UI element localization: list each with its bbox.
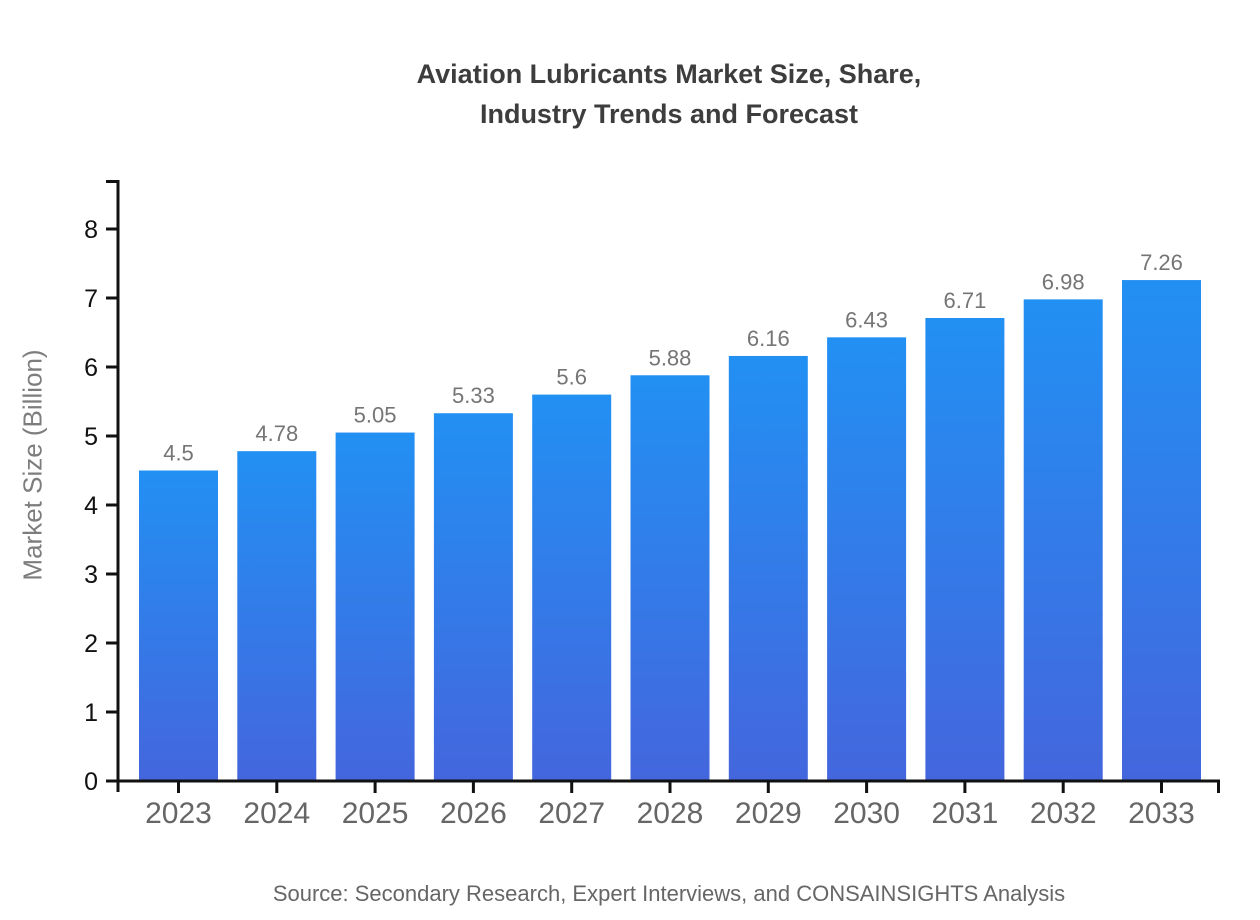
chart-title-line1: Aviation Lubricants Market Size, Share, — [416, 59, 922, 89]
y-tick-label: 1 — [84, 699, 98, 727]
y-tick-label: 5 — [84, 423, 98, 451]
chart-title: Aviation Lubricants Market Size, Share, … — [118, 54, 1220, 134]
bar-2028 — [630, 375, 710, 781]
bar-value-label: 7.26 — [1140, 250, 1183, 275]
bar-2032 — [1023, 299, 1103, 781]
x-tick-label: 2023 — [145, 797, 212, 830]
bar-value-label: 5.05 — [354, 403, 397, 428]
bar-2025 — [335, 432, 415, 781]
bar-2023 — [139, 470, 218, 781]
x-tick-label: 2025 — [342, 797, 409, 830]
y-tick-label: 0 — [84, 768, 98, 796]
bar-2027 — [532, 394, 612, 781]
x-tick-label: 2027 — [538, 797, 605, 830]
bar-value-label: 5.33 — [452, 383, 495, 408]
bar-value-label: 6.71 — [943, 288, 986, 313]
x-tick-label: 2029 — [735, 797, 802, 830]
x-tick-label: 2030 — [833, 797, 900, 830]
x-tick-label: 2033 — [1128, 797, 1195, 830]
bar-2024 — [237, 451, 317, 781]
x-tick-label: 2032 — [1030, 797, 1097, 830]
axes-and-ticks — [106, 180, 1220, 793]
y-tick-label: 2 — [84, 630, 98, 658]
bar-value-label: 4.5 — [163, 441, 194, 466]
y-tick-label: 7 — [84, 285, 98, 313]
bar-2033 — [1122, 280, 1201, 781]
source-attribution: Source: Secondary Research, Expert Inter… — [272, 881, 1066, 906]
bar-value-label: 6.16 — [747, 326, 790, 351]
x-tick-label: 2026 — [440, 797, 507, 830]
bar-value-label: 5.88 — [649, 345, 692, 370]
bar-value-label: 6.98 — [1042, 269, 1085, 294]
chart-title-line2: Industry Trends and Forecast — [479, 99, 859, 129]
x-tick-label: 2024 — [243, 797, 310, 830]
bar-value-label: 6.43 — [845, 307, 888, 332]
x-tick-label: 2031 — [932, 797, 999, 830]
y-tick-label: 6 — [84, 354, 98, 382]
bar-2031 — [925, 318, 1005, 781]
bar-2026 — [433, 413, 513, 781]
y-tick-label: 4 — [84, 492, 98, 520]
y-tick-label: 3 — [84, 561, 98, 589]
y-tick-label: 8 — [84, 216, 98, 244]
bar-2030 — [827, 337, 907, 781]
x-tick-label: 2028 — [637, 797, 704, 830]
bar-value-label: 4.78 — [255, 421, 298, 446]
bar-2029 — [728, 355, 808, 781]
bar-value-label: 5.6 — [556, 365, 587, 390]
